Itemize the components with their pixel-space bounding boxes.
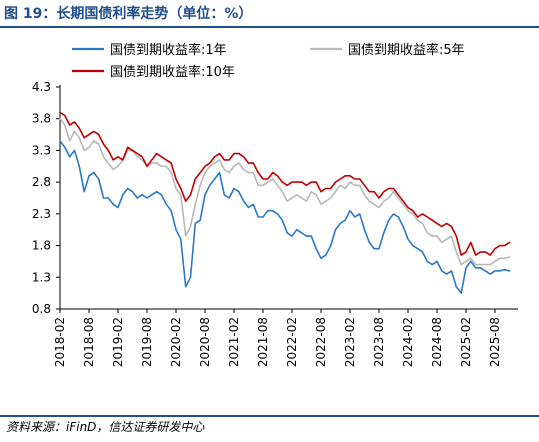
x-tick-label: 2018-02 — [53, 317, 67, 367]
x-tick-label: 2025-08 — [488, 317, 502, 367]
series-line-2 — [59, 117, 511, 266]
y-tick-label: 3.3 — [32, 143, 51, 157]
source-rule — [0, 415, 539, 417]
legend-label-1: 国债到期收益率:1年 — [110, 42, 227, 58]
x-tick-label: 2019-02 — [111, 317, 125, 367]
x-tick-label: 2019-08 — [140, 317, 154, 367]
y-tick-label: 0.8 — [32, 302, 51, 316]
x-tick-label: 2022-08 — [314, 317, 328, 367]
x-tick-label: 2021-08 — [256, 317, 270, 367]
x-tick-label: 2024-08 — [430, 317, 444, 367]
legend-label-3: 国债到期收益率:10年 — [110, 64, 235, 80]
figure-title: 图 19：长期国债利率走势（单位：%） — [4, 6, 253, 22]
y-tick-label: 3.8 — [32, 112, 51, 126]
x-tick-label: 2025-02 — [459, 317, 473, 367]
chart-series — [59, 111, 511, 294]
x-tick-label: 2023-02 — [343, 317, 357, 367]
x-tick-label: 2018-08 — [82, 317, 96, 367]
x-tick-label: 2022-02 — [285, 317, 299, 367]
y-tick-label: 1.3 — [32, 270, 51, 284]
y-tick-label: 2.3 — [32, 207, 51, 221]
x-tick-label: 2020-02 — [169, 317, 183, 367]
series-line-1 — [59, 140, 511, 294]
series-line-3 — [59, 111, 511, 256]
x-tick-label: 2023-08 — [372, 317, 386, 367]
x-tick-label: 2020-08 — [198, 317, 212, 367]
x-tick-label: 2024-02 — [401, 317, 415, 367]
title-rule — [0, 26, 539, 28]
y-tick-label: 1.8 — [32, 239, 51, 253]
source-note: 资料来源：iFinD，信达证券研发中心 — [6, 420, 205, 434]
y-tick-label: 2.8 — [32, 175, 51, 189]
legend-label-2: 国债到期收益率:5年 — [348, 42, 465, 58]
x-tick-label: 2021-02 — [227, 317, 241, 367]
y-tick-label: 4.3 — [32, 80, 51, 94]
